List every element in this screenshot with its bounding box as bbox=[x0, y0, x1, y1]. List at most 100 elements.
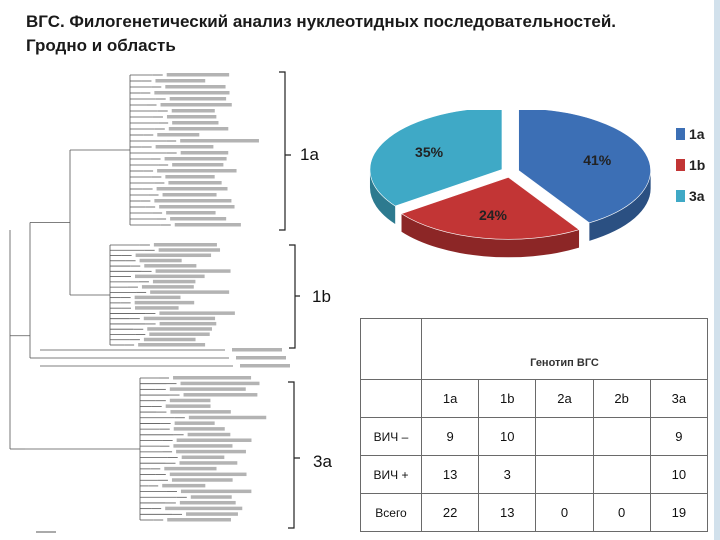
tree-leaf-label bbox=[165, 404, 211, 408]
clade-bracket bbox=[288, 381, 300, 529]
clade-bracket bbox=[289, 244, 300, 349]
tree-leaf-label bbox=[159, 205, 235, 209]
tree-leaf-label bbox=[186, 512, 238, 516]
table-header-1b: 1b bbox=[478, 379, 537, 418]
tree-leaf-label bbox=[162, 483, 206, 488]
table-cell: 3 bbox=[478, 455, 537, 494]
title-line-2: Гродно и область bbox=[26, 36, 176, 55]
table-cell: 9 bbox=[420, 417, 480, 456]
tree-leaf-label bbox=[180, 381, 260, 386]
tree-leaf-label bbox=[232, 348, 282, 352]
pie-data-label-1a: 41% bbox=[583, 152, 612, 168]
table-header-empty bbox=[360, 379, 422, 418]
tree-leaf-label bbox=[144, 264, 197, 268]
tree-leaf-label bbox=[155, 269, 231, 273]
tree-leaf-label bbox=[181, 455, 225, 460]
tree-leaf-label bbox=[170, 410, 231, 414]
phylogenetic-tree bbox=[9, 71, 300, 533]
table-row: ВИЧ + 13 3 10 bbox=[360, 455, 709, 494]
legend-label-3a: 3a bbox=[689, 187, 705, 204]
tree-leaf-label bbox=[180, 139, 259, 143]
clade-label-1b: 1b bbox=[312, 287, 331, 306]
tree-leaf-label bbox=[152, 279, 196, 284]
table-header-2b: 2b bbox=[592, 379, 651, 418]
tree-leaf-label bbox=[187, 432, 231, 437]
tree-leaf-label bbox=[171, 109, 215, 113]
tree-leaf-label bbox=[141, 285, 194, 289]
tree-leaf-label bbox=[165, 85, 226, 89]
pie-slice-3a bbox=[369, 110, 503, 224]
tree-leaf-label bbox=[169, 398, 211, 403]
tree-leaf-label bbox=[169, 97, 227, 101]
tree-leaf-label bbox=[147, 327, 212, 331]
tree-leaf-label bbox=[162, 193, 217, 197]
tree-leaf-label bbox=[166, 211, 216, 215]
table-cell: 10 bbox=[649, 455, 709, 494]
tree-leaf-label bbox=[157, 133, 200, 137]
tree-leaf-label bbox=[143, 316, 216, 321]
tree-leaf-label bbox=[166, 73, 230, 77]
tree-leaf-label bbox=[159, 321, 217, 326]
tree-leaf-label bbox=[143, 337, 196, 342]
table-cell: 10 bbox=[478, 417, 537, 456]
table-cell: 0 bbox=[592, 493, 651, 532]
clade-label-1a: 1a bbox=[300, 145, 319, 164]
tree-leaf-label bbox=[183, 393, 258, 397]
pie-slice-side-1b bbox=[401, 213, 580, 258]
tree-leaf-label bbox=[157, 169, 237, 173]
tree-leaf-label bbox=[158, 248, 221, 252]
table-header-row: 1a 1b 2a 2b 3a bbox=[360, 379, 709, 418]
tree-leaf-label bbox=[173, 427, 225, 431]
table-header-3a: 3a bbox=[649, 379, 709, 418]
tree-leaf-label bbox=[166, 115, 217, 119]
table-corner-cell bbox=[360, 318, 422, 380]
tree-leaf-label bbox=[155, 145, 214, 149]
pie-slice-top-1b bbox=[400, 176, 580, 240]
tree-leaf-label bbox=[134, 300, 195, 305]
tree-leaf-label bbox=[135, 253, 212, 258]
table-row: ВИЧ – 9 10 9 bbox=[360, 417, 709, 456]
pie-slice-top-1a bbox=[518, 110, 651, 224]
row-label: ВИЧ + bbox=[360, 455, 422, 494]
tree-leaf-label bbox=[164, 157, 227, 161]
pie-slice-top-3a bbox=[369, 110, 503, 207]
table-cell bbox=[535, 417, 594, 456]
pie-legend: 1a 1b 3a bbox=[676, 118, 705, 211]
tree-leaf-label bbox=[160, 103, 232, 107]
tree-leaf-label bbox=[236, 356, 286, 360]
tree-leaf-label bbox=[179, 500, 236, 505]
tree-leaf-label bbox=[188, 415, 267, 420]
tree-leaf-label bbox=[240, 364, 290, 368]
legend-swatch-1a bbox=[676, 127, 685, 140]
tree-leaf-label bbox=[173, 376, 252, 380]
tree-leaf-label bbox=[180, 489, 252, 494]
tree-leaf-label bbox=[153, 243, 217, 247]
pie-slice-1b bbox=[400, 176, 580, 258]
table-cell: 0 bbox=[535, 493, 594, 532]
pie-slice-1a bbox=[518, 110, 651, 241]
tree-leaf-label bbox=[150, 290, 230, 294]
tree-leaf-label bbox=[135, 306, 179, 310]
clade-label-3a: 3a bbox=[313, 452, 332, 471]
table-header-2a: 2a bbox=[535, 379, 594, 418]
tree-leaf-label bbox=[165, 175, 215, 179]
pie-slice-side-3a bbox=[369, 169, 396, 224]
table-cell: 13 bbox=[478, 493, 537, 532]
legend-swatch-3a bbox=[676, 189, 685, 202]
table-header-1a: 1a bbox=[420, 379, 480, 418]
legend-label-1b: 1b bbox=[689, 156, 706, 173]
legend-swatch-1b bbox=[676, 158, 685, 171]
table-cell bbox=[592, 455, 651, 494]
tree-leaf-label bbox=[168, 181, 222, 185]
tree-leaf-label bbox=[169, 472, 247, 477]
tree-leaf-label bbox=[168, 127, 229, 131]
tree-leaf-label bbox=[155, 79, 206, 83]
row-label: ВИЧ – bbox=[360, 417, 422, 456]
pie-data-label-1b: 24% bbox=[479, 207, 508, 223]
tree-leaf-label bbox=[167, 518, 231, 522]
legend-label-1a: 1a bbox=[689, 125, 705, 142]
table-cell: 9 bbox=[649, 417, 709, 456]
pie-slice-side-1a bbox=[589, 170, 651, 241]
pie-data-label-3a: 35% bbox=[415, 144, 444, 160]
tree-leaf-label bbox=[154, 199, 232, 203]
